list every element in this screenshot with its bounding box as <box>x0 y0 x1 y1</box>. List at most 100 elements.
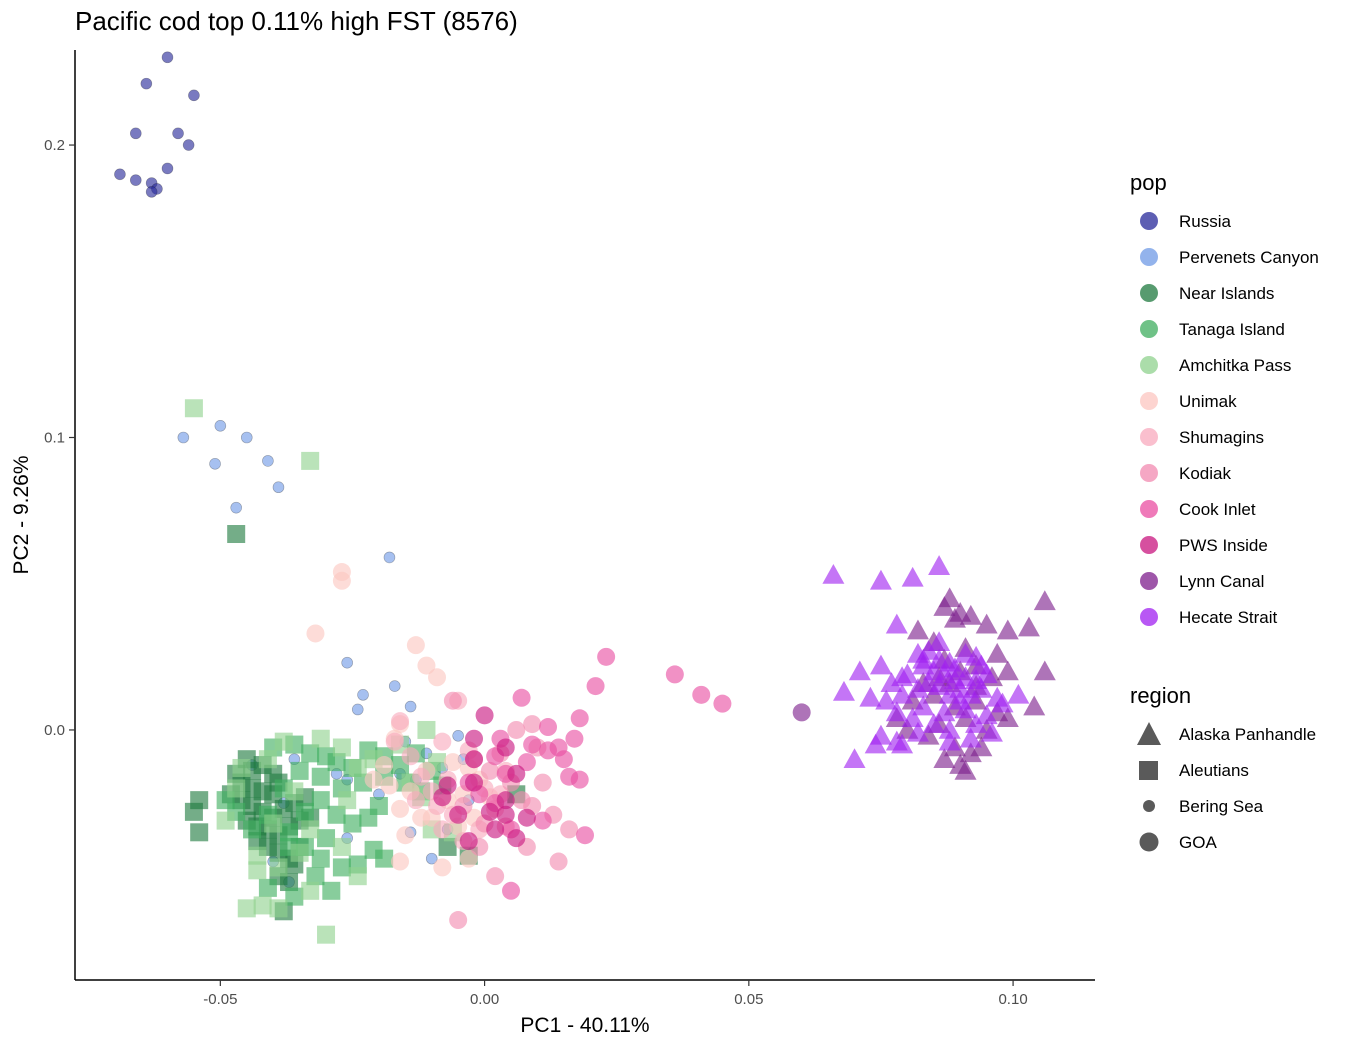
point-russia <box>182 139 195 151</box>
point-lynn-canal <box>975 613 998 634</box>
legend-label: Hecate Strait <box>1179 608 1278 627</box>
legend-item-alaska-panhandle: Alaska Panhandle <box>1130 717 1316 753</box>
point-lynn-canal <box>959 604 982 625</box>
point-hecate-strait <box>901 566 924 587</box>
point-near-islands <box>184 802 203 821</box>
point-near-islands <box>227 525 246 544</box>
legend-label: GOA <box>1179 833 1217 852</box>
point-hecate-strait <box>869 654 892 675</box>
point-tanaga-island <box>343 814 362 833</box>
point-lynn-canal <box>1017 616 1040 637</box>
legend-key-color <box>1140 356 1158 374</box>
point-hecate-strait <box>843 748 866 768</box>
point-hecate-strait <box>906 678 929 698</box>
legend-key-shape <box>1139 761 1158 780</box>
point-unimak <box>417 656 436 675</box>
point-kodiak <box>449 911 468 930</box>
point-cook-inlet <box>512 688 531 707</box>
legend-item-kodiak: Kodiak <box>1130 456 1231 492</box>
point-pervenets-canyon <box>177 431 190 444</box>
legend-key-shape <box>1137 722 1161 745</box>
legend-key-color <box>1140 500 1158 518</box>
point-tanaga-island <box>317 829 336 848</box>
x-tick-label: 0.05 <box>734 991 763 1008</box>
point-hecate-strait <box>980 721 1003 742</box>
legend-label: Pervenets Canyon <box>1179 248 1319 267</box>
point-lynn-canal <box>933 748 956 768</box>
point-pws-inside <box>517 808 536 827</box>
point-hecate-strait <box>848 660 871 681</box>
point-tanaga-island <box>280 823 299 842</box>
point-shumagins <box>391 712 410 731</box>
legend-label: Amchitka Pass <box>1179 356 1292 375</box>
point-amchitka-pass <box>269 858 288 877</box>
point-pws-inside <box>486 820 505 839</box>
point-pervenets-canyon <box>357 689 369 701</box>
point-unimak <box>406 636 425 655</box>
point-unimak <box>375 756 394 775</box>
point-amchitka-pass <box>332 738 351 757</box>
point-russia <box>172 127 184 140</box>
point-tanaga-island <box>375 849 394 868</box>
point-tanaga-island <box>243 820 262 839</box>
point-unimak <box>396 826 415 845</box>
point-pws-inside <box>496 791 515 810</box>
point-hecate-strait <box>885 613 908 634</box>
point-hecate-strait <box>991 692 1014 713</box>
point-russia <box>129 174 142 186</box>
legend-label: Shumagins <box>1179 428 1265 447</box>
point-pws-inside <box>438 776 457 795</box>
region-legend: region Alaska Panhandle Aleutians Bering S… <box>1130 683 1316 861</box>
point-tanaga-island <box>306 867 325 886</box>
point-hecate-strait <box>891 683 914 704</box>
legend-item-lynn-canal: Lynn Canal <box>1130 564 1264 600</box>
point-amchitka-pass <box>274 732 293 751</box>
point-pws-inside <box>465 773 484 792</box>
point-cook-inlet <box>517 753 536 772</box>
point-amchitka-pass <box>348 867 367 886</box>
point-hecate-strait <box>869 569 892 590</box>
point-hecate-strait <box>896 663 919 684</box>
point-russia <box>145 186 158 198</box>
pop-legend-title: pop <box>1130 170 1167 195</box>
y-tick-label: 0.1 <box>44 430 65 447</box>
point-cook-inlet <box>576 826 594 845</box>
point-lynn-canal <box>954 759 977 780</box>
x-tick-label: 0.10 <box>998 991 1027 1008</box>
point-hecate-strait <box>928 675 951 695</box>
legend-label: Near Islands <box>1179 284 1275 303</box>
point-russia <box>161 51 174 64</box>
point-amchitka-pass <box>317 925 336 944</box>
point-hecate-strait <box>922 713 945 733</box>
point-cook-inlet <box>570 770 589 789</box>
point-amchitka-pass <box>332 837 351 856</box>
point-shumagins <box>401 747 420 766</box>
point-pervenets-canyon <box>272 481 285 494</box>
point-hecate-strait <box>822 563 845 584</box>
point-pervenets-canyon <box>425 852 438 865</box>
legend-key-color <box>1140 248 1158 266</box>
point-pws-inside <box>496 738 515 757</box>
point-hecate-strait <box>912 648 935 669</box>
chart-title: Pacific cod top 0.11% high FST (8576) <box>75 6 518 36</box>
point-hecate-strait <box>880 672 903 692</box>
point-pervenets-canyon <box>383 551 396 564</box>
point-hecate-strait <box>906 721 929 742</box>
point-hecate-strait <box>959 727 982 748</box>
point-amchitka-pass <box>269 899 288 918</box>
legend-label: Bering Sea <box>1179 797 1264 816</box>
point-kodiak <box>443 691 462 710</box>
point-amchitka-pass <box>258 750 277 769</box>
legend-label: Lynn Canal <box>1179 572 1265 591</box>
point-amchitka-pass <box>227 779 246 798</box>
legend-item-russia: Russia <box>1130 204 1231 240</box>
legend-label: Kodiak <box>1179 464 1231 483</box>
point-unimak <box>364 770 383 789</box>
point-tanaga-island <box>327 805 346 824</box>
point-tanaga-island <box>285 887 304 906</box>
point-lynn-canal <box>1033 660 1056 681</box>
point-tanaga-island <box>258 878 277 897</box>
y-axis-title: PC2 - 9.26% <box>10 455 33 575</box>
point-lynn-canal <box>906 619 929 640</box>
point-cook-inlet <box>565 729 584 748</box>
